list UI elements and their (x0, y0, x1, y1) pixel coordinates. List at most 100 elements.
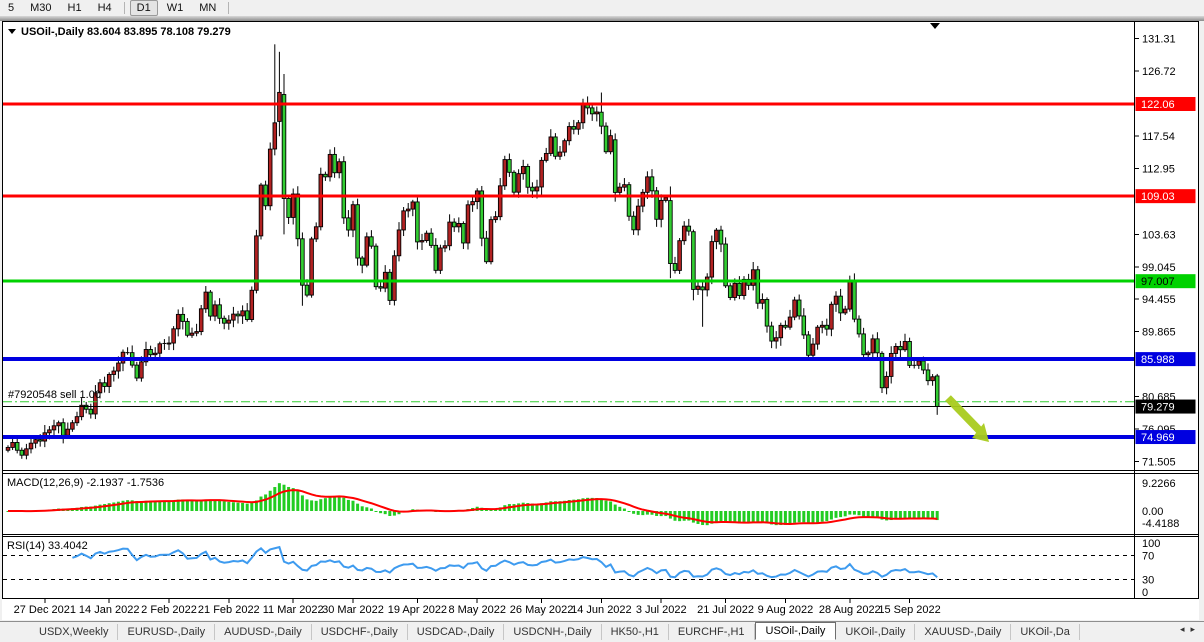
macd-histogram-bar (121, 500, 125, 511)
tab-EURCHF-H1[interactable]: EURCHF-,H1 (669, 624, 755, 640)
tab-AUDUSD-Daily[interactable]: AUDUSD-,Daily (215, 624, 312, 640)
tab-USDX-Weekly[interactable]: USDX,Weekly (30, 624, 119, 640)
date-tick-label: 21 Feb 2022 (198, 604, 260, 616)
price-axis[interactable]: 131.31 126.72 117.54 112.95 103.63 99.045 94.4… (1135, 34, 1196, 469)
date-tick-label: 21 Jul 2022 (697, 604, 754, 616)
macd-histogram-bar (604, 500, 608, 511)
candle-body (447, 221, 452, 247)
candle-body (143, 349, 149, 363)
macd-histogram-bar (305, 499, 309, 511)
candle-body (198, 308, 204, 333)
macd-histogram-bar (650, 511, 654, 515)
date-tick-label: 19 Apr 2022 (388, 604, 447, 616)
tab-USDCHF-Daily[interactable]: USDCHF-,Daily (312, 624, 408, 640)
tab-HK50-H1[interactable]: HK50-,H1 (602, 624, 669, 640)
macd-histogram-bar (530, 503, 534, 511)
tab-USDCNH-Daily[interactable]: USDCNH-,Daily (504, 624, 602, 640)
macd-histogram-bar (172, 500, 176, 511)
candle-body (37, 439, 43, 442)
candle-body (829, 303, 834, 330)
timeframe-button-MN[interactable]: MN (199, 2, 217, 14)
macd-axis-label: 0.00 (1142, 506, 1163, 518)
timeframe-button-H1[interactable]: H1 (67, 2, 82, 14)
macd-signal-line (7, 489, 938, 525)
candle-body (332, 153, 337, 174)
candle-body (833, 295, 839, 305)
tab-scroll-left-icon[interactable]: ◂ (1179, 624, 1191, 634)
candle-body (479, 190, 485, 239)
tab-UKOil-Da[interactable]: UKOil-,Da (1011, 624, 1080, 640)
tab-scroll-right-icon[interactable]: ▸ (1190, 624, 1201, 634)
candle-body (760, 299, 765, 304)
macd-histogram-bar (908, 511, 912, 519)
tab-EURUSD-Daily[interactable]: EURUSD-,Daily (118, 624, 216, 640)
tab-UKOil-Daily[interactable]: UKOil-,Daily (836, 624, 916, 640)
candle-body (290, 193, 296, 218)
candle-body (484, 237, 489, 263)
macd-label: MACD(12,26,9) -2.1937 -1.7536 (7, 477, 164, 489)
macd-histogram-bar (397, 511, 401, 515)
timeframe-button-W1[interactable]: W1 (166, 2, 184, 14)
candle-body (856, 318, 862, 335)
collapse-triangle-icon[interactable] (8, 29, 16, 34)
timeframe-button-M30[interactable]: M30 (30, 2, 52, 14)
candle-body (727, 285, 733, 298)
candle-body (295, 193, 301, 240)
candle-body (231, 313, 236, 321)
candle-body (387, 271, 393, 301)
candle-body (810, 343, 816, 356)
candle-body (695, 285, 701, 290)
candle-body (451, 221, 457, 228)
tab-XAUUSD-Daily[interactable]: XAUUSD-,Daily (915, 624, 1012, 640)
macd-histogram-bar (885, 511, 889, 521)
tab-USOil-Daily[interactable]: USOil-,Daily (754, 622, 837, 640)
macd-histogram-bar (287, 486, 291, 511)
timeframe-button-H4[interactable]: H4 (97, 2, 112, 14)
macd-histogram-bar (586, 497, 590, 511)
macd-histogram-bar (314, 500, 318, 511)
candle-body (419, 240, 425, 243)
price-tick-label: 94.455 (1142, 294, 1176, 306)
timeframe-button-D1[interactable]: D1 (129, 0, 158, 16)
macd-histogram-bar (793, 511, 797, 523)
rsi-line (72, 545, 938, 579)
macd-histogram-bar (567, 500, 571, 511)
down-arrow-annotation[interactable] (945, 395, 989, 442)
candle-body (530, 186, 535, 192)
date-tick-label: 15 Sep 2022 (878, 604, 940, 616)
date-axis[interactable]: 27 Dec 2021 14 Jan 2022 2 Feb 2022 21 Feb 2… (14, 599, 941, 616)
price-tick-label: 71.505 (1142, 457, 1176, 469)
candle-body (764, 299, 770, 327)
candle-body (677, 240, 682, 271)
candle-body (539, 159, 544, 188)
price-badge-85.988 (1135, 352, 1196, 367)
tab-USDCAD-Daily[interactable]: USDCAD-,Daily (408, 624, 505, 640)
macd-histogram-bar (802, 511, 806, 523)
macd-histogram-bar (254, 500, 258, 511)
candle-body (893, 345, 899, 354)
candle-body (83, 404, 89, 410)
macd-histogram-bar (540, 503, 544, 511)
macd-histogram-bar (691, 511, 695, 523)
candle-body (396, 229, 402, 257)
macd-axis-label: 9.2266 (1142, 478, 1176, 490)
macd-histogram-bar (135, 501, 139, 511)
macd-histogram-bar (742, 511, 746, 523)
price-chart[interactable]: 131.31 126.72 117.54 112.95 103.63 99.045 94.4… (0, 21, 1204, 621)
macd-histogram-bar (632, 511, 636, 514)
price-tick-label: 99.045 (1142, 262, 1176, 274)
candle-body (226, 319, 232, 324)
candle-body (488, 219, 494, 263)
candle-body (700, 286, 705, 291)
candle-body (313, 226, 319, 240)
macd-histogram-bar (544, 502, 548, 511)
candle-body (171, 328, 176, 344)
timeframe-button-5[interactable]: 5 (8, 2, 15, 14)
candle-body (175, 313, 181, 330)
candle-body (686, 225, 692, 232)
candle-body (465, 204, 471, 244)
macd-histogram-bar (806, 511, 810, 524)
candle-body (185, 320, 190, 336)
macd-histogram-bar (788, 511, 792, 525)
